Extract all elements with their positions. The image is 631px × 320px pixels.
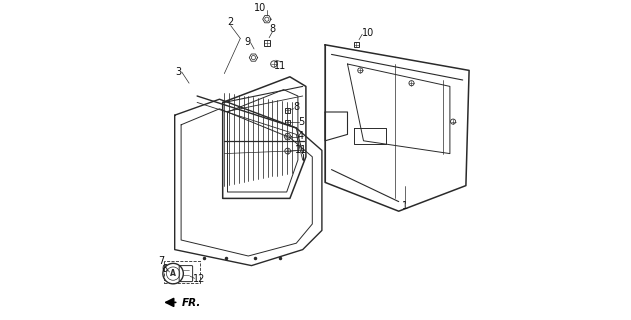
Text: A: A: [170, 269, 176, 278]
Text: 12: 12: [192, 274, 205, 284]
Text: 9: 9: [245, 36, 251, 47]
Text: 11: 11: [295, 145, 307, 156]
Text: 8: 8: [269, 24, 275, 34]
Text: 2: 2: [228, 17, 234, 28]
Text: 11: 11: [274, 60, 286, 71]
Text: FR.: FR.: [182, 298, 201, 308]
Text: 5: 5: [298, 116, 304, 127]
Text: 8: 8: [293, 102, 299, 112]
Text: 3: 3: [175, 67, 182, 77]
Text: 6: 6: [162, 264, 167, 274]
Text: 7: 7: [158, 256, 164, 267]
Text: 4: 4: [298, 131, 304, 141]
Text: 10: 10: [362, 28, 374, 38]
Text: 1: 1: [402, 201, 408, 212]
Text: 10: 10: [254, 3, 266, 13]
